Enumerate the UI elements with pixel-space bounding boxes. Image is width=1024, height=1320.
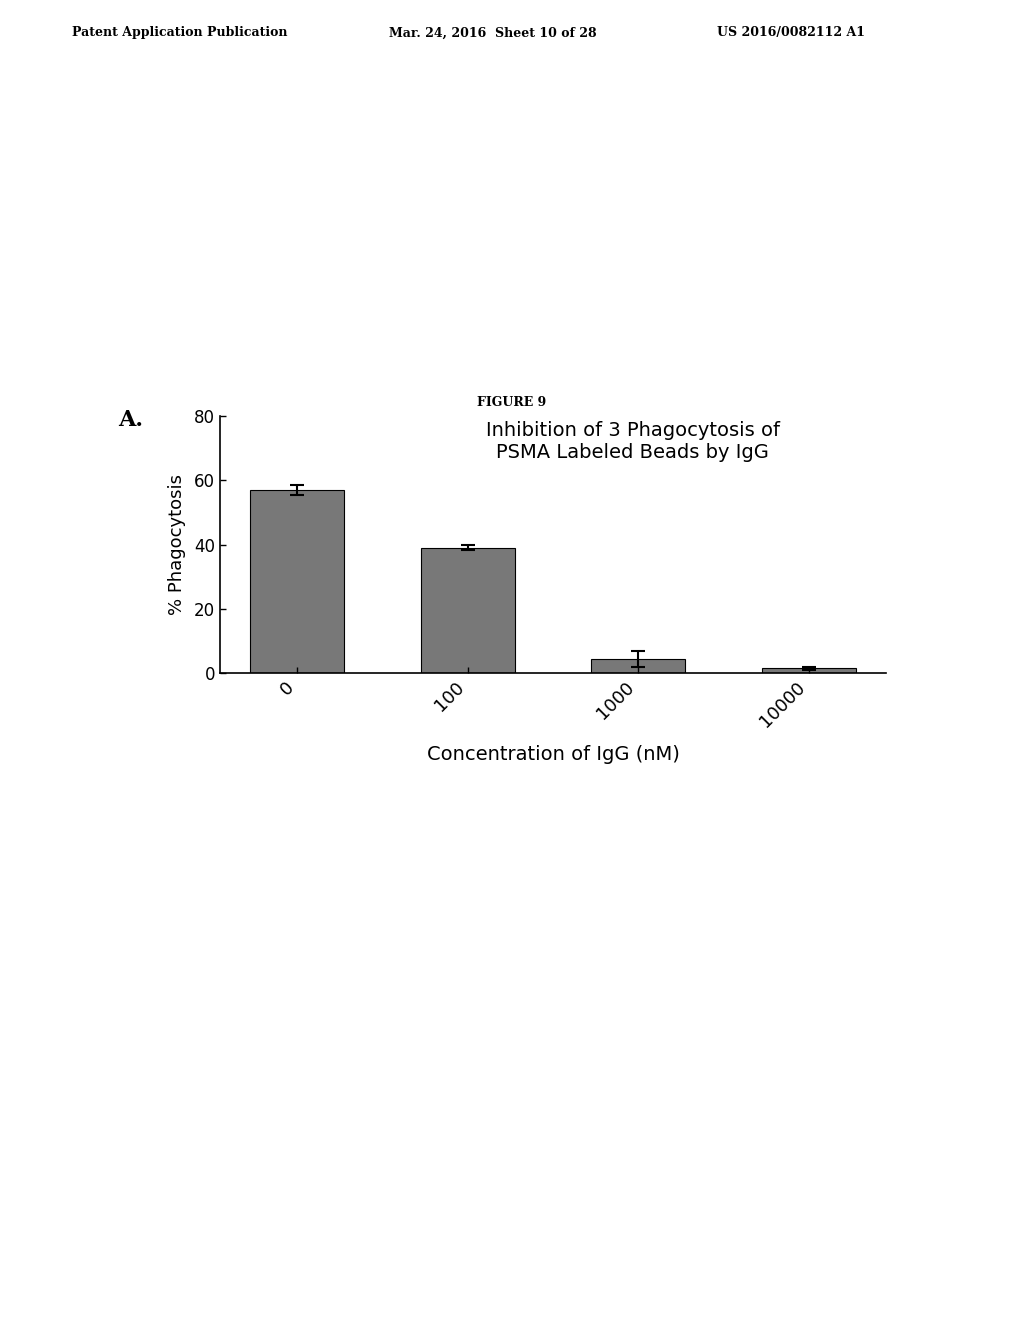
Text: A.: A. [118, 409, 142, 432]
Text: Inhibition of 3 Phagocytosis of
PSMA Labeled Beads by IgG: Inhibition of 3 Phagocytosis of PSMA Lab… [485, 421, 780, 462]
Text: US 2016/0082112 A1: US 2016/0082112 A1 [717, 26, 865, 40]
Text: Inhibition of ³ Phagocytosis of
PSMA Labeled Beads by IgG: Inhibition of ³ Phagocytosis of PSMA Lab… [488, 421, 777, 462]
Y-axis label: % Phagocytosis: % Phagocytosis [168, 474, 185, 615]
Text: Patent Application Publication: Patent Application Publication [72, 26, 287, 40]
Bar [591, 659, 685, 673]
Bar [251, 490, 344, 673]
Bar [762, 668, 855, 673]
X-axis label: Concentration of IgG (nM): Concentration of IgG (nM) [427, 744, 679, 763]
Text: Mar. 24, 2016  Sheet 10 of 28: Mar. 24, 2016 Sheet 10 of 28 [389, 26, 597, 40]
Text: FIGURE 9: FIGURE 9 [477, 396, 547, 409]
Bar [421, 548, 515, 673]
